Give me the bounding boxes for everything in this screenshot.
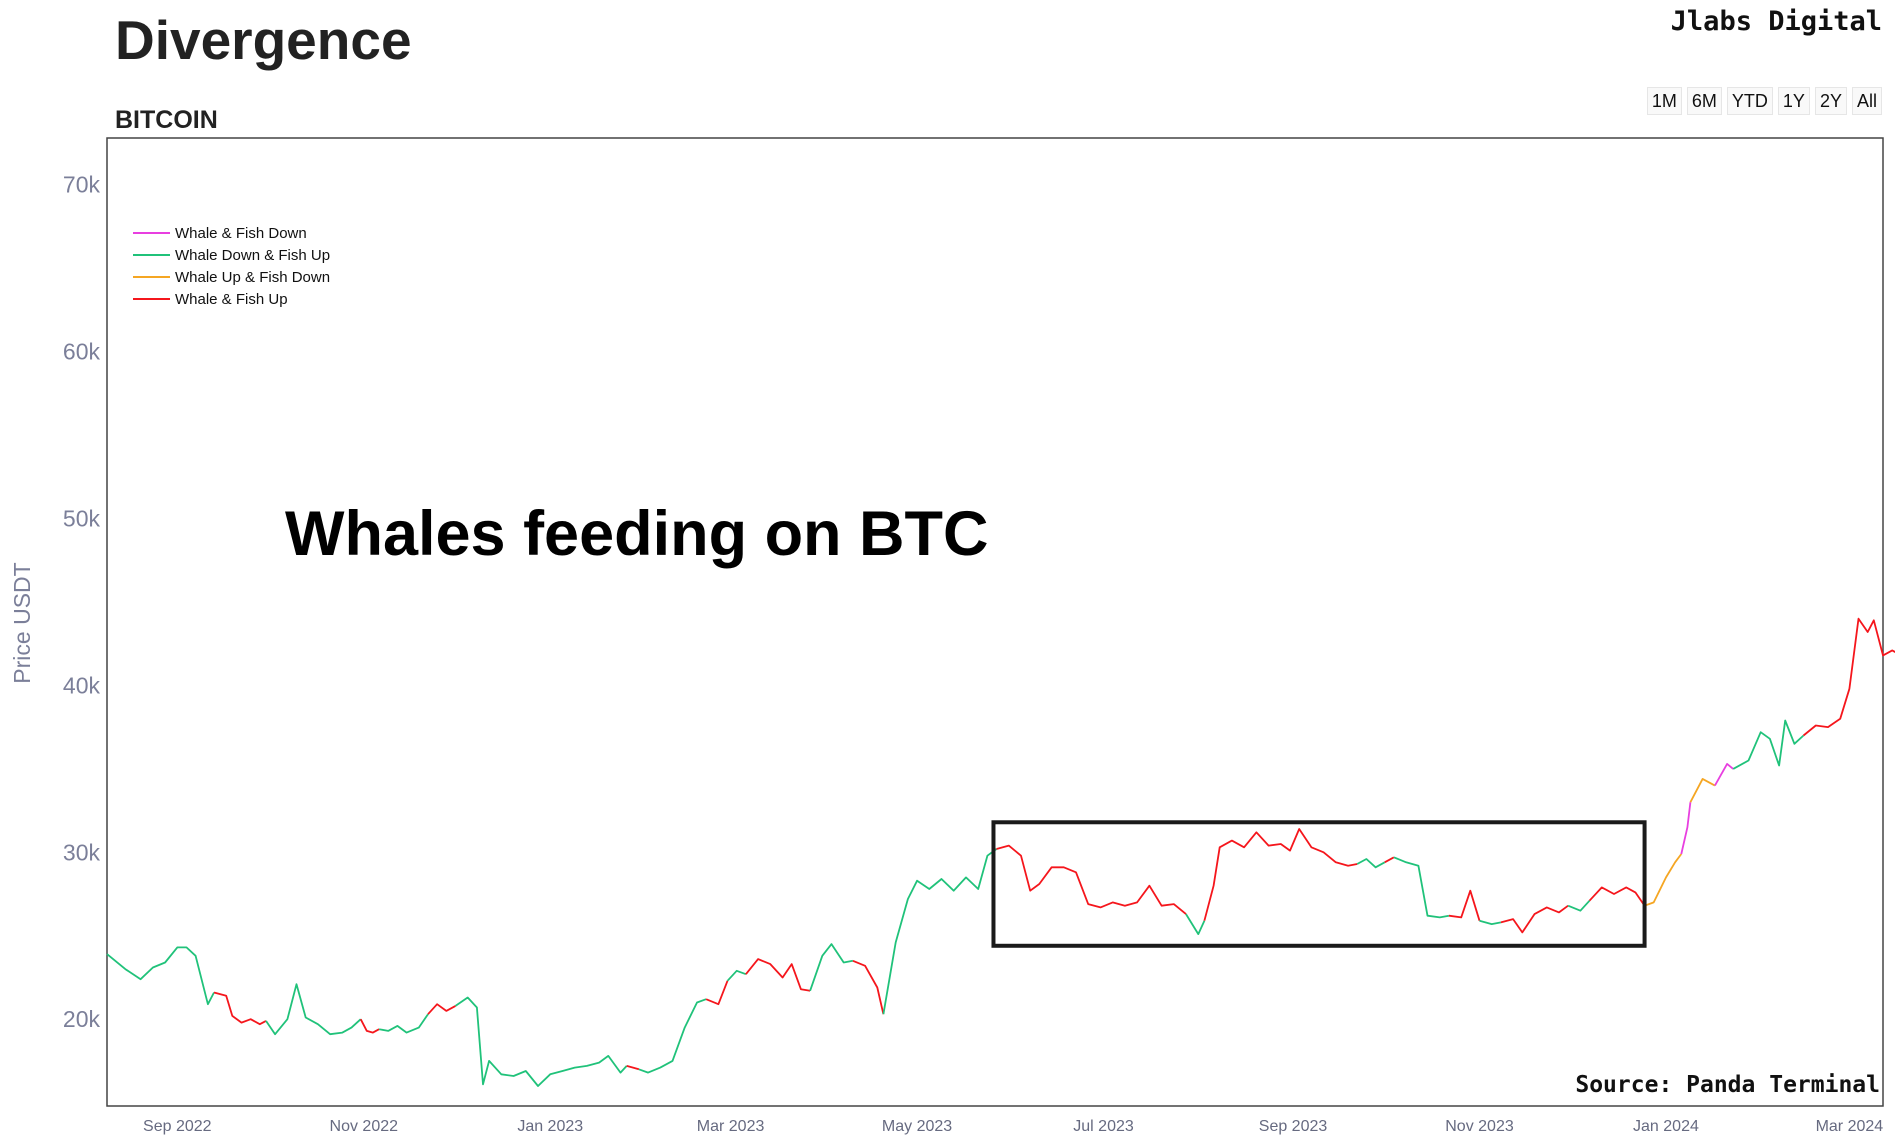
legend-label: Whale Up & Fish Down <box>175 269 330 286</box>
series-line-segment <box>1689 778 1716 803</box>
y-axis: 20k 30k 40k 50k 60k 70k <box>63 172 101 1032</box>
range-1m-button[interactable]: 1M <box>1646 87 1682 115</box>
series-line-segment <box>1185 913 1206 935</box>
series-line-segment <box>626 1065 640 1071</box>
chart-subtitle: BITCOIN <box>115 106 218 134</box>
series-line-segment <box>378 1013 429 1034</box>
series-line-segment <box>454 996 628 1087</box>
series-line-segment <box>996 844 1187 915</box>
series-line-segment <box>745 958 811 992</box>
range-1y-button[interactable]: 1Y <box>1777 87 1810 115</box>
legend: Whale & Fish Down Whale Down & Fish Up Wha… <box>133 225 330 308</box>
series-line-segment <box>1384 856 1395 864</box>
x-tick-label: Jan 2024 <box>1633 1118 1699 1135</box>
series-line-segment <box>852 959 885 1015</box>
source-label: Source: Panda Terminal <box>1575 1072 1880 1098</box>
y-tick-label: 30k <box>63 839 101 865</box>
series-line-segment <box>359 1018 380 1034</box>
annotation-text: Whales feeding on BTC <box>285 499 989 569</box>
series-line-segment <box>213 991 267 1026</box>
brand-label: Jlabs Digital <box>1670 6 1882 37</box>
x-tick-label: Sep 2023 <box>1259 1118 1328 1135</box>
series-line-segment <box>1356 858 1386 869</box>
plot-frame <box>106 137 1884 1107</box>
series-line-segment <box>1567 900 1591 912</box>
series-line-segment <box>1203 828 1358 921</box>
series-line-segment <box>265 983 362 1036</box>
series-line-segment <box>1448 889 1481 921</box>
range-selector: 1M 6M YTD 1Y 2Y All <box>1646 87 1882 115</box>
x-tick-label: Jul 2023 <box>1073 1118 1134 1135</box>
series-line-segment <box>705 980 729 1006</box>
legend-label: Whale Down & Fish Up <box>175 247 330 264</box>
range-all-button[interactable]: All <box>1851 87 1882 115</box>
y-tick-label: 50k <box>63 506 101 532</box>
highlight-box <box>991 820 1647 948</box>
page-title: Divergence <box>115 9 412 71</box>
legend-label: Whale & Fish Up <box>175 291 288 308</box>
series-line-segment <box>1714 763 1734 787</box>
y-tick-label: 20k <box>63 1006 101 1032</box>
series-line-segment <box>726 969 747 982</box>
series-line-segment <box>638 998 707 1074</box>
x-tick-label: Nov 2023 <box>1445 1118 1514 1135</box>
y-tick-label: 60k <box>63 339 101 365</box>
x-axis: Sep 2022 Nov 2022 Jan 2023 Mar 2023 May 2023… <box>143 1118 1883 1135</box>
series-line-segment <box>1500 904 1569 934</box>
x-tick-label: Mar 2023 <box>697 1118 765 1135</box>
price-series <box>106 617 1895 1087</box>
series-line-segment <box>1644 853 1683 907</box>
series-line-segment <box>1732 719 1805 770</box>
series-line-segment <box>427 1003 456 1015</box>
series-line-segment <box>106 946 215 1006</box>
series-line-segment <box>809 943 854 992</box>
x-tick-label: Jan 2023 <box>517 1118 583 1135</box>
series-line-segment <box>882 848 998 1015</box>
y-axis-label: Price USDT <box>9 562 35 683</box>
x-tick-label: Sep 2022 <box>143 1118 212 1135</box>
series-line-segment <box>1680 802 1692 855</box>
y-tick-label: 70k <box>63 172 101 198</box>
series-line-segment <box>1479 919 1502 925</box>
y-tick-label: 40k <box>63 672 101 698</box>
range-2y-button[interactable]: 2Y <box>1814 87 1847 115</box>
x-tick-label: May 2023 <box>882 1118 952 1135</box>
x-tick-label: Nov 2022 <box>330 1118 399 1135</box>
legend-label: Whale & Fish Down <box>175 225 307 242</box>
series-line-segment <box>1802 617 1895 737</box>
range-ytd-button[interactable]: YTD <box>1726 87 1773 115</box>
range-6m-button[interactable]: 6M <box>1686 87 1722 115</box>
series-line-segment <box>1588 886 1646 907</box>
x-tick-label: Mar 2024 <box>1816 1118 1884 1135</box>
series-line-segment <box>1393 856 1450 919</box>
